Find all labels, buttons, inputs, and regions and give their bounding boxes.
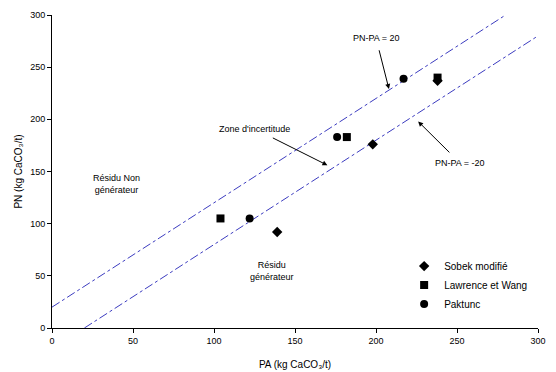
svg-text:PA (kg CaCO₃/t): PA (kg CaCO₃/t): [259, 359, 331, 370]
svg-text:Résidugénérateur: Résidugénérateur: [250, 260, 294, 282]
svg-text:300: 300: [30, 10, 45, 20]
svg-text:Sobek modifié: Sobek modifié: [444, 261, 508, 272]
svg-text:0: 0: [49, 336, 54, 346]
svg-text:PN-PA = 20: PN-PA = 20: [353, 33, 400, 43]
svg-text:100: 100: [30, 219, 45, 229]
svg-text:250: 250: [30, 62, 45, 72]
svg-text:Paktunc: Paktunc: [444, 299, 480, 310]
svg-text:Résidu Nongénérateur: Résidu Nongénérateur: [93, 173, 140, 195]
svg-text:300: 300: [530, 336, 545, 346]
svg-text:50: 50: [35, 271, 45, 281]
svg-text:200: 200: [368, 336, 383, 346]
svg-text:200: 200: [30, 114, 45, 124]
svg-text:150: 150: [287, 336, 302, 346]
svg-text:PN (kg CaCO₃/t): PN (kg CaCO₃/t): [13, 134, 24, 208]
svg-text:PN-PA = -20: PN-PA = -20: [435, 158, 485, 168]
svg-text:Lawrence et Wang: Lawrence et Wang: [444, 280, 527, 291]
svg-text:0: 0: [40, 323, 45, 333]
svg-text:100: 100: [206, 336, 221, 346]
svg-text:50: 50: [128, 336, 138, 346]
svg-text:150: 150: [30, 167, 45, 177]
svg-text:250: 250: [449, 336, 464, 346]
svg-text:Zone d'incertitude: Zone d'incertitude: [219, 124, 290, 134]
